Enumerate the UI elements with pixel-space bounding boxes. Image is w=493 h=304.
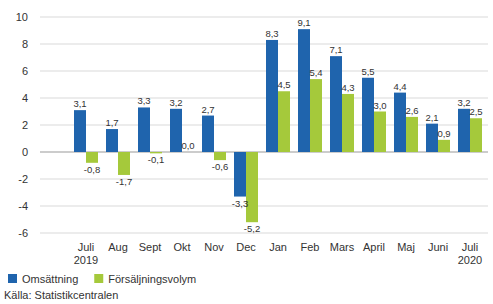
grid-line [40, 71, 488, 72]
data-label: 5,5 [361, 66, 374, 77]
data-label: -0,1 [148, 154, 164, 165]
grid-line [40, 98, 488, 99]
data-label: -5,2 [244, 223, 260, 234]
bar [374, 112, 386, 153]
data-label: 3,2 [169, 97, 182, 108]
x-tick-label: Juli2019 [74, 241, 98, 266]
data-label: 1,7 [105, 117, 118, 128]
grid-line [40, 44, 488, 45]
data-label: 4,3 [341, 82, 354, 93]
x-tick-label: Juli2020 [458, 241, 482, 266]
y-tick-label: 6 [22, 65, 28, 77]
legend-swatch [94, 274, 103, 283]
x-tick-label: Jan [269, 241, 287, 253]
bar [234, 152, 246, 197]
y-tick-label: 2 [22, 119, 28, 131]
bar [74, 110, 86, 152]
chart: -6 -4 -2 0 2 4 6 8 10 3,1 1,7 3,3 3,2 2,7 -3,3 8,3 9,1 7,… [0, 0, 493, 304]
data-label: 3,0 [373, 100, 386, 111]
chart-container: -6 -4 -2 0 2 4 6 8 10 3,1 1,7 3,3 3,2 2,7 -3,3 8,3 9,1 7,… [0, 0, 493, 304]
data-label: 4,4 [393, 81, 406, 92]
data-label: 0,9 [437, 128, 450, 139]
bar [394, 93, 406, 152]
data-label: 2,6 [405, 105, 418, 116]
data-label: 2,7 [201, 104, 214, 115]
bar [406, 117, 418, 152]
y-tick-label: -6 [18, 227, 28, 239]
y-tick-label: -2 [18, 173, 28, 185]
grid-line [40, 233, 488, 234]
data-label: 8,3 [265, 28, 278, 39]
legend-label: Försäljningsvolym [108, 273, 196, 285]
legend-swatch [8, 274, 17, 283]
x-tick-label: April [363, 241, 385, 253]
bar [310, 79, 322, 152]
grid-line [40, 17, 488, 18]
bar [426, 124, 438, 152]
bar [330, 56, 342, 152]
grid-line [40, 179, 488, 180]
y-tick-label: 8 [22, 38, 28, 50]
data-labels: 3,11,73,33,22,7-3,38,39,17,15,54,42,13,2… [73, 17, 482, 234]
bar [106, 129, 118, 152]
data-label: 3,3 [137, 95, 150, 106]
bar [342, 94, 354, 152]
data-label: 9,1 [297, 17, 310, 28]
x-tick-label: Dec [236, 241, 256, 253]
grid [40, 17, 488, 233]
bar [458, 109, 470, 152]
grid-line [40, 206, 488, 207]
y-tick-label: 0 [22, 146, 28, 158]
bar [150, 152, 162, 153]
bar [470, 118, 482, 152]
source: Källa: Statistikcentralen [4, 289, 118, 301]
bar [278, 91, 290, 152]
data-label: 2,1 [425, 112, 438, 123]
x-tick-label: Mars [330, 241, 355, 253]
data-label: 5,4 [309, 67, 322, 78]
data-label: -0,8 [84, 164, 100, 175]
x-tick-label: Maj [397, 241, 415, 253]
x-tick-label: Okt [173, 241, 190, 253]
bar [214, 152, 226, 160]
data-label: 4,5 [277, 79, 290, 90]
data-label: -0,6 [212, 161, 228, 172]
bar [438, 140, 450, 152]
bar [298, 29, 310, 152]
x-tick-label: Juni [428, 241, 448, 253]
data-label: 0,0 [181, 140, 194, 151]
data-label: -1,7 [116, 176, 132, 187]
bar [182, 152, 194, 153]
data-label: -3,3 [232, 198, 248, 209]
bar [266, 40, 278, 152]
data-label: 7,1 [329, 44, 342, 55]
bar [86, 152, 98, 163]
y-tick-label: 4 [22, 92, 28, 104]
x-tick-label: Aug [108, 241, 128, 253]
bar [202, 116, 214, 152]
y-tick-label: -4 [18, 200, 28, 212]
bar [362, 78, 374, 152]
bar [246, 152, 258, 222]
x-tick-label: Feb [301, 241, 320, 253]
data-label: 2,5 [469, 106, 482, 117]
y-tick-label: 10 [16, 11, 28, 23]
legend-label: Omsättning [22, 273, 78, 285]
legend: Omsättning Försäljningsvolym [8, 273, 196, 285]
bar [170, 109, 182, 152]
bar [118, 152, 130, 175]
bars [74, 29, 482, 222]
data-label: 3,1 [73, 98, 86, 109]
x-tick-label: Nov [204, 241, 224, 253]
bar [138, 107, 150, 152]
x-tick-label: Sept [139, 241, 162, 253]
